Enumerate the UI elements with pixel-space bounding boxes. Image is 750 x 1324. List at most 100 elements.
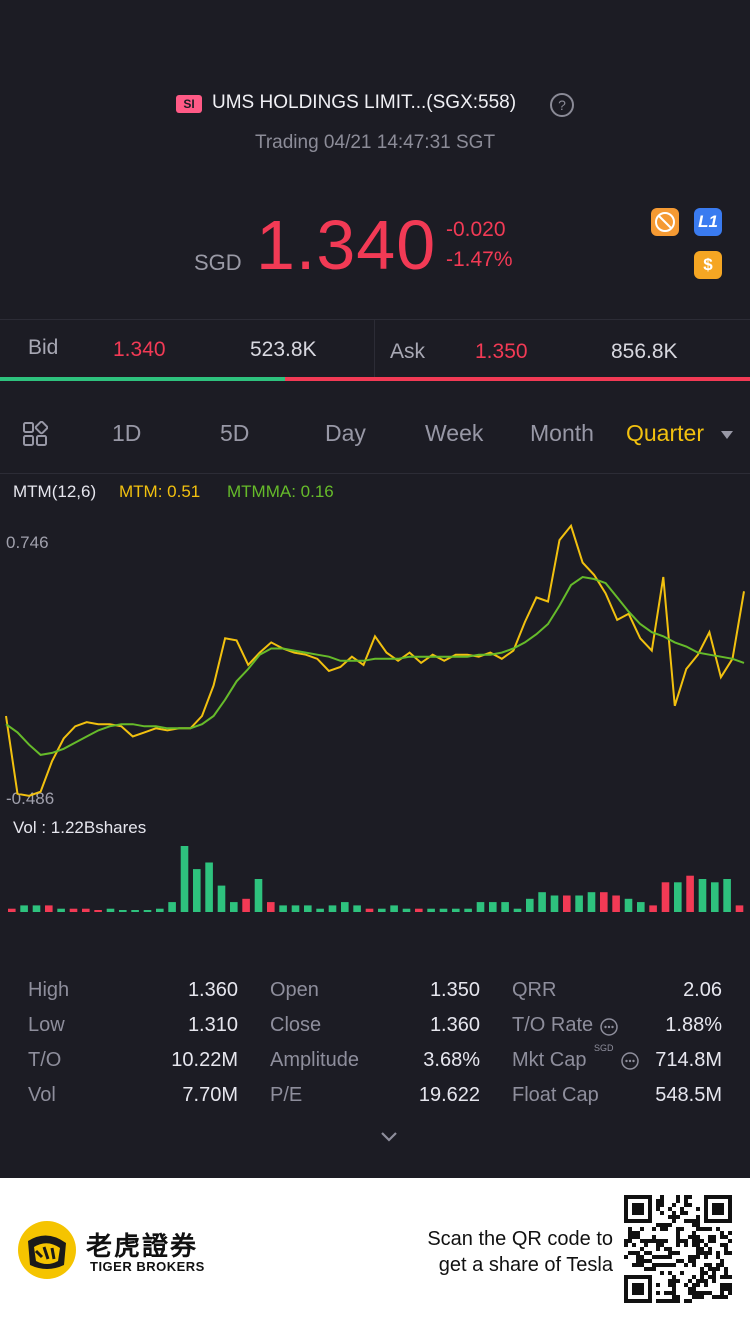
market-badge: SI xyxy=(176,95,202,113)
stock-header: SI UMS HOLDINGS LIMIT...(SGX:558) ? Trad… xyxy=(0,0,750,318)
volume-bar xyxy=(106,908,115,912)
stat-value-open: 1.350 xyxy=(429,979,480,1001)
chevron-down-icon[interactable] xyxy=(720,430,734,440)
stat-label-high: High xyxy=(28,979,70,1001)
volume-bar xyxy=(304,905,312,912)
mtm-legend: MTM: 0.51 xyxy=(119,482,201,501)
ask-ratio-bar xyxy=(285,377,750,381)
promo-line-1: Scan the QR code to xyxy=(427,1228,613,1250)
volume-bar xyxy=(230,902,238,912)
mtmma-line xyxy=(5,575,745,756)
volume-bar xyxy=(723,879,731,912)
ask-label: Ask xyxy=(390,340,426,363)
stat-value-high: 1.360 xyxy=(187,979,238,1001)
currency-label: SGD xyxy=(194,250,242,275)
stat-value-vol: 7.70M xyxy=(182,1084,238,1106)
stat-label-close: Close xyxy=(270,1014,322,1036)
stat-label-t-o-rate: T/O Rate xyxy=(512,1014,594,1036)
stock-title[interactable]: UMS HOLDINGS LIMIT...(SGX:558) xyxy=(212,92,517,113)
price-change: -0.020 xyxy=(446,218,506,241)
stat-value-amplitude: 3.68% xyxy=(423,1049,480,1071)
volume-bar xyxy=(143,910,152,912)
volume-bar xyxy=(57,908,65,912)
last-price: 1.340 xyxy=(256,206,437,284)
volume-bar xyxy=(575,895,583,912)
tab-week[interactable]: Week xyxy=(425,420,484,446)
price-change-percent: -1.47% xyxy=(446,248,513,271)
volume-bar xyxy=(600,892,608,912)
no-short-icon[interactable] xyxy=(651,208,679,236)
stat-value-qrr: 2.06 xyxy=(683,979,722,1001)
grid-menu-icon[interactable] xyxy=(22,421,48,447)
tab-1d[interactable]: 1D xyxy=(112,420,142,446)
volume-bar xyxy=(415,908,423,912)
volume-bar xyxy=(698,879,707,912)
volume-bar xyxy=(464,908,472,912)
volume-bar xyxy=(587,892,596,912)
qr-code[interactable] xyxy=(624,1195,732,1303)
indicator-name[interactable]: MTM(12,6) xyxy=(13,482,97,501)
ask-price: 1.350 xyxy=(475,340,528,363)
volume-bar xyxy=(563,895,571,912)
bid-price: 1.340 xyxy=(113,338,166,361)
mkt-cap-currency: SGD xyxy=(594,1043,614,1053)
volume-bar xyxy=(550,895,559,912)
stat-value-low: 1.310 xyxy=(187,1014,238,1036)
level1-icon[interactable]: L1 xyxy=(694,208,722,236)
promo-text: Scan the QR code to get a share of Tesla xyxy=(380,1226,613,1278)
stat-label-mkt-cap: Mkt Cap xyxy=(512,1049,587,1071)
tab-month[interactable]: Month xyxy=(530,420,594,446)
bid-ratio-bar xyxy=(0,377,285,381)
volume-bar xyxy=(242,898,250,912)
volume-bar xyxy=(353,905,361,912)
to-rate-info-icon[interactable] xyxy=(598,1016,620,1038)
tab-quarter[interactable]: Quarter xyxy=(626,420,704,446)
volume-bar xyxy=(365,908,374,912)
mtmma-legend: MTMMA: 0.16 xyxy=(227,482,334,501)
stat-value-p-e: 19.622 xyxy=(418,1084,480,1106)
volume-bar xyxy=(439,908,448,912)
tab-day[interactable]: Day xyxy=(325,420,366,446)
stat-label-qrr: QRR xyxy=(512,979,557,1001)
usd-icon[interactable]: $ xyxy=(694,251,722,279)
volume-bar xyxy=(131,910,139,912)
bid-size: 523.8K xyxy=(250,338,317,361)
volume-bar xyxy=(168,902,176,912)
volume-bar xyxy=(205,862,213,912)
mkt-cap-info-icon[interactable] xyxy=(619,1050,641,1072)
tab-5d[interactable]: 5D xyxy=(220,420,250,446)
volume-bar xyxy=(193,869,201,912)
stat-value-close: 1.360 xyxy=(429,1014,480,1036)
mtm-chart[interactable] xyxy=(0,515,750,815)
volume-bar xyxy=(279,905,287,912)
stat-label-vol: Vol xyxy=(28,1084,56,1106)
volume-bar xyxy=(69,908,78,912)
trading-status: Trading 04/21 14:47:31 SGT xyxy=(254,132,496,153)
expand-chevron-icon[interactable] xyxy=(378,1126,400,1148)
volume-bar xyxy=(341,902,349,912)
stat-label-open: Open xyxy=(270,979,319,1001)
period-tabs xyxy=(0,395,750,474)
volume-bar xyxy=(217,885,226,912)
stat-value-t-o: 10.22M xyxy=(171,1049,238,1071)
volume-bar xyxy=(316,908,324,912)
volume-bar xyxy=(254,879,263,912)
stat-label-low: Low xyxy=(28,1014,65,1036)
volume-label: Vol : 1.22Bshares xyxy=(13,818,147,837)
volume-bar xyxy=(649,905,657,912)
volume-bar xyxy=(526,898,534,912)
stat-value-float-cap: 548.5M xyxy=(655,1084,722,1106)
volume-bar xyxy=(538,892,546,912)
volume-bar xyxy=(180,846,189,912)
stat-label-float-cap: Float Cap xyxy=(512,1084,599,1106)
promo-line-2: get a share of Tesla xyxy=(438,1254,613,1276)
volume-bar xyxy=(513,908,522,912)
volume-bar xyxy=(328,905,337,912)
volume-bar xyxy=(378,908,386,912)
volume-bar xyxy=(390,905,398,912)
stat-label-t-o: T/O xyxy=(28,1049,62,1071)
bid-ask-panel xyxy=(0,319,750,378)
question-circle-icon[interactable]: ? xyxy=(550,93,574,117)
volume-bar xyxy=(267,902,275,912)
volume-chart[interactable] xyxy=(0,840,750,915)
